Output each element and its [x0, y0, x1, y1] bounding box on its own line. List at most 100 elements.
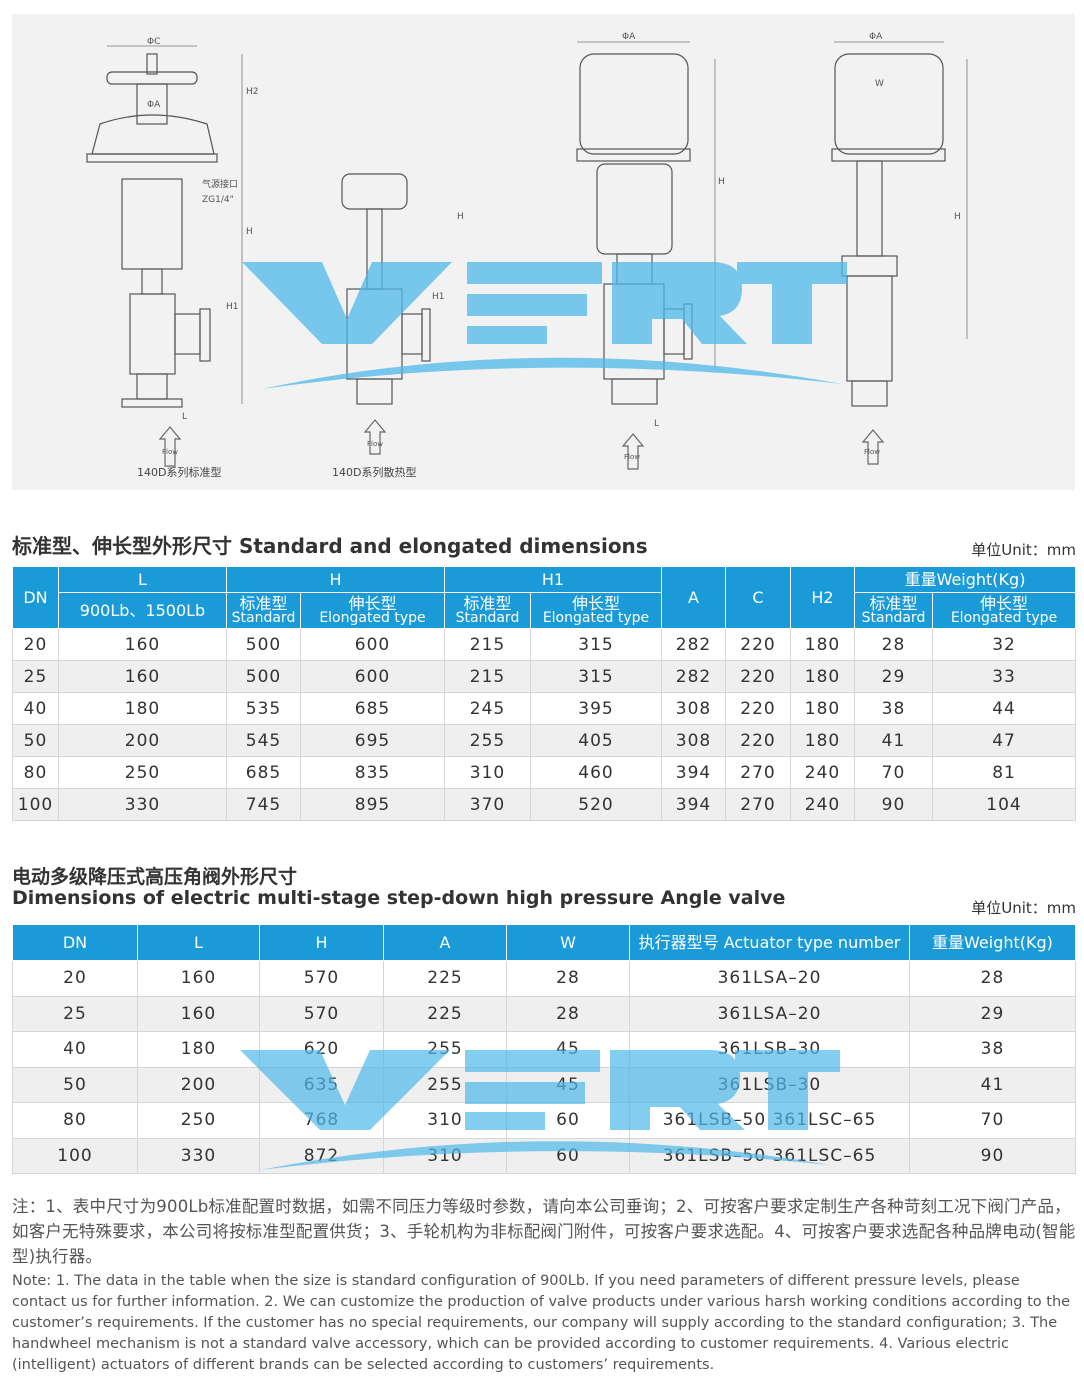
dim-h-2: H	[457, 212, 464, 222]
table-cell: 160	[58, 628, 227, 661]
table-cell: 310	[383, 1137, 507, 1174]
table-cell: 405	[530, 724, 662, 757]
table-cell: 315	[530, 660, 662, 693]
col-a: A	[661, 566, 726, 629]
standard-elongated-dimensions-table: DN L H H1 A C H2 重量Weight(Kg) 900Lb、1500…	[12, 566, 1077, 821]
dim-h1-2: H1	[432, 292, 445, 302]
column-header: 执行器型号 Actuator type number	[629, 924, 910, 961]
col-l: L	[58, 566, 227, 593]
table-cell: 535	[226, 692, 301, 725]
table2-unit: 单位Unit：mm	[971, 899, 1076, 917]
table-row: 50 200 545 695 255 405 308 220 180 41 47	[12, 724, 1077, 757]
table-cell: 38	[854, 692, 933, 725]
table-cell: 29	[854, 660, 933, 693]
table-cell: 394	[661, 756, 726, 789]
table-cell: 33	[931, 660, 1077, 693]
table-cell: 180	[790, 628, 855, 661]
table-cell: 180	[137, 1031, 260, 1068]
table-cell: 28	[506, 995, 630, 1032]
column-header: L	[137, 924, 260, 961]
table-cell: 315	[530, 628, 662, 661]
table-cell: 270	[725, 756, 791, 789]
table-cell: 282	[661, 660, 726, 693]
table-cell: 160	[137, 960, 260, 997]
column-header: W	[506, 924, 630, 961]
table-cell: 520	[530, 788, 662, 821]
table-cell: 28	[909, 960, 1076, 997]
table-cell: 695	[300, 724, 445, 757]
valve-heat-dissipating-drawing	[341, 173, 431, 405]
table-cell: 50	[12, 1066, 138, 1103]
table-cell: 180	[790, 692, 855, 725]
table-cell: 25	[12, 995, 138, 1032]
table-cell: 308	[661, 724, 726, 757]
table-cell: 200	[58, 724, 227, 757]
caption-standard: 140D系列标准型	[137, 466, 222, 479]
table-cell: 50	[12, 724, 59, 757]
table-row: 20 160 570 225 28 361LSA–20 28	[12, 960, 1076, 997]
air-port-thread: ZG1/4"	[202, 195, 234, 205]
table-cell: 570	[259, 995, 384, 1032]
table-cell: 255	[444, 724, 531, 757]
col-dn: DN	[12, 566, 59, 629]
table-cell: 220	[725, 660, 791, 693]
table-cell: 225	[383, 995, 507, 1032]
table-cell: 250	[137, 1102, 260, 1139]
table-cell: 32	[931, 628, 1077, 661]
table-cell: 40	[12, 1031, 138, 1068]
table-cell: 60	[506, 1102, 630, 1139]
table-cell: 41	[909, 1066, 1076, 1103]
col-h-std: 标准型 Standard	[226, 592, 301, 629]
table-cell: 240	[790, 788, 855, 821]
table-cell: 768	[259, 1102, 384, 1139]
column-header: H	[259, 924, 384, 961]
table-cell: 38	[909, 1031, 1076, 1068]
notes-en: Note: 1. The data in the table when the …	[12, 1273, 1071, 1373]
table-cell: 620	[259, 1031, 384, 1068]
table-cell: 361LSB–30	[629, 1031, 910, 1068]
table-cell: 270	[725, 788, 791, 821]
table-cell: 255	[383, 1031, 507, 1068]
table-row: 25 160 500 600 215 315 282 220 180 29 33	[12, 660, 1077, 693]
table-cell: 45	[506, 1031, 630, 1068]
table-cell: 220	[725, 628, 791, 661]
flow-arrow-icons	[158, 419, 885, 470]
table-row: 20 160 500 600 215 315 282 220 180 28 32	[12, 628, 1077, 661]
table-cell: 282	[661, 628, 726, 661]
table-cell: 895	[300, 788, 445, 821]
dim-phia-2: ΦA	[622, 32, 636, 42]
table-cell: 361LSB–30	[629, 1066, 910, 1103]
table-row: 100 330 745 895 370 520 394 270 240 90 104	[12, 788, 1077, 821]
table-cell: 370	[444, 788, 531, 821]
table-cell: 220	[725, 724, 791, 757]
table-cell: 330	[137, 1137, 260, 1174]
table-cell: 361LSA–20	[629, 995, 910, 1032]
table1-title: 标准型、伸长型外形尺寸 Standard and elongated dimen…	[12, 534, 648, 558]
flow-label: Flow	[162, 448, 178, 456]
table-cell: 180	[790, 724, 855, 757]
table-cell: 745	[226, 788, 301, 821]
flow-label-3: Flow	[624, 453, 640, 461]
table-cell: 361LSA–20	[629, 960, 910, 997]
table-cell: 80	[12, 1102, 138, 1139]
table-cell: 104	[931, 788, 1077, 821]
dim-l-3: L	[654, 419, 659, 429]
table-cell: 225	[383, 960, 507, 997]
table-cell: 215	[444, 628, 531, 661]
dim-h-3: H	[718, 177, 725, 187]
valve-electric-side-drawing	[831, 53, 946, 407]
flow-label-4: Flow	[864, 448, 880, 456]
table-row: 25 160 570 225 28 361LSA–20 29	[12, 995, 1076, 1032]
table-cell: 500	[226, 660, 301, 693]
table-cell: 60	[506, 1137, 630, 1174]
table-cell: 600	[300, 628, 445, 661]
notes: 注：1、表中尺寸为900Lb标准配置时数据，如需不同压力等级时参数，请向本公司垂…	[12, 1194, 1078, 1376]
table-cell: 160	[137, 995, 260, 1032]
col-w-el: 伸长型 Elongated type	[931, 592, 1077, 629]
table-cell: 394	[661, 788, 726, 821]
table2-title-en: Dimensions of electric multi-stage step-…	[12, 887, 786, 909]
table-cell: 100	[12, 788, 59, 821]
table-cell: 460	[530, 756, 662, 789]
table-cell: 25	[12, 660, 59, 693]
